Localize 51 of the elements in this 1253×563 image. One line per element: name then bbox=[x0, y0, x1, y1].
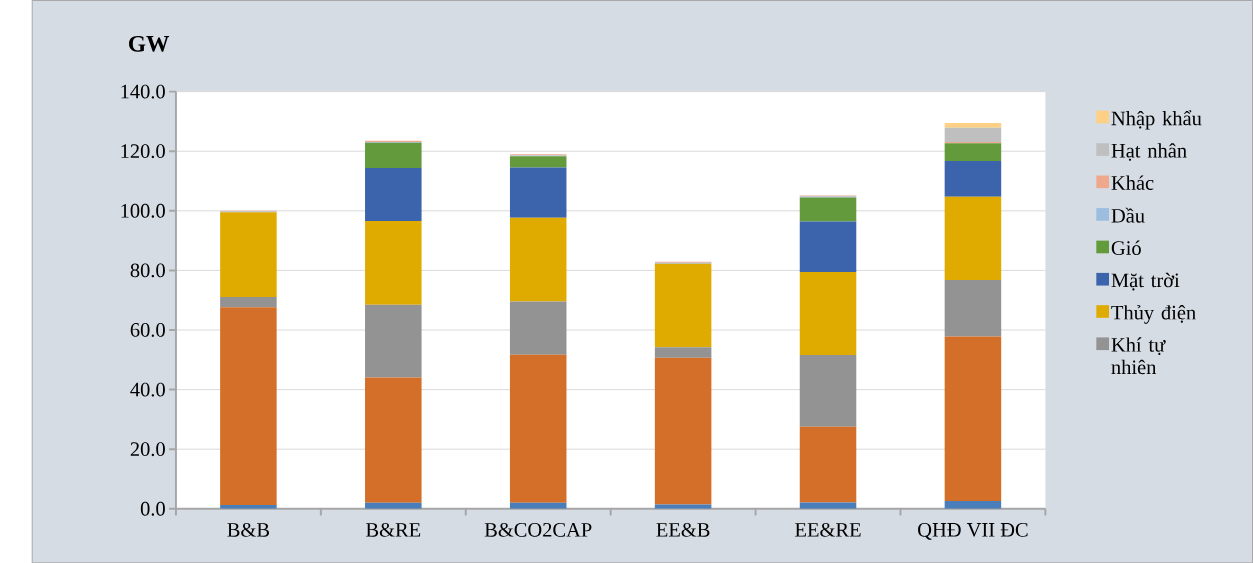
legend-label: Gió bbox=[1111, 240, 1141, 255]
bar bbox=[220, 307, 277, 505]
bar bbox=[944, 279, 1002, 337]
y-tick-label: 0.0 bbox=[140, 501, 165, 516]
y-tick-label: 40.0 bbox=[130, 382, 165, 397]
x-tick-label: EE&B bbox=[656, 522, 710, 537]
bar bbox=[799, 197, 857, 222]
bar bbox=[365, 220, 422, 305]
bar bbox=[509, 354, 567, 503]
y-tick-label: 80.0 bbox=[130, 263, 165, 278]
bar bbox=[509, 217, 567, 302]
y-tick-label: 140.0 bbox=[121, 84, 165, 99]
y-tick-label: 20.0 bbox=[130, 442, 165, 456]
bar bbox=[365, 304, 422, 378]
legend-label: Khí tự nhiên bbox=[1111, 337, 1166, 375]
x-tick-label: EE&RE bbox=[795, 522, 861, 537]
bar bbox=[799, 271, 857, 355]
bar bbox=[365, 167, 422, 221]
legend-label: Thủy điện bbox=[1111, 304, 1196, 324]
bar bbox=[944, 196, 1002, 280]
bar bbox=[799, 426, 857, 503]
bar bbox=[365, 377, 422, 503]
legend-label: Nhập khẩu bbox=[1111, 110, 1202, 130]
x-tick-label: B&RE bbox=[366, 522, 421, 537]
bar bbox=[220, 212, 277, 297]
legend-label: Khác bbox=[1111, 175, 1154, 190]
legend-label: Mặt trời bbox=[1111, 272, 1180, 291]
x-tick-label: B&B bbox=[227, 522, 270, 537]
legend-label: Dầu bbox=[1111, 207, 1145, 223]
bar bbox=[944, 142, 1002, 161]
y-tick-label: 60.0 bbox=[130, 322, 165, 337]
legend-label: Hạt nhân bbox=[1111, 142, 1187, 161]
y-axis-title: GW bbox=[129, 35, 170, 52]
bar bbox=[799, 354, 857, 427]
bar bbox=[944, 336, 1002, 501]
bar bbox=[944, 127, 1002, 142]
x-tick-label: QHĐ VII ĐC bbox=[918, 522, 1028, 540]
bar bbox=[799, 221, 857, 272]
bar bbox=[509, 301, 567, 355]
bar bbox=[509, 167, 567, 218]
y-tick-label: 100.0 bbox=[121, 203, 165, 218]
bar bbox=[365, 142, 422, 168]
bar bbox=[944, 122, 1002, 128]
bar bbox=[944, 160, 1002, 197]
bar bbox=[654, 357, 712, 505]
bar bbox=[654, 263, 712, 348]
bar bbox=[654, 347, 712, 358]
bar bbox=[220, 296, 277, 308]
y-tick-label: 120.0 bbox=[121, 144, 165, 158]
bar bbox=[509, 156, 567, 168]
x-tick-label: B&CO2CAP bbox=[484, 522, 592, 537]
